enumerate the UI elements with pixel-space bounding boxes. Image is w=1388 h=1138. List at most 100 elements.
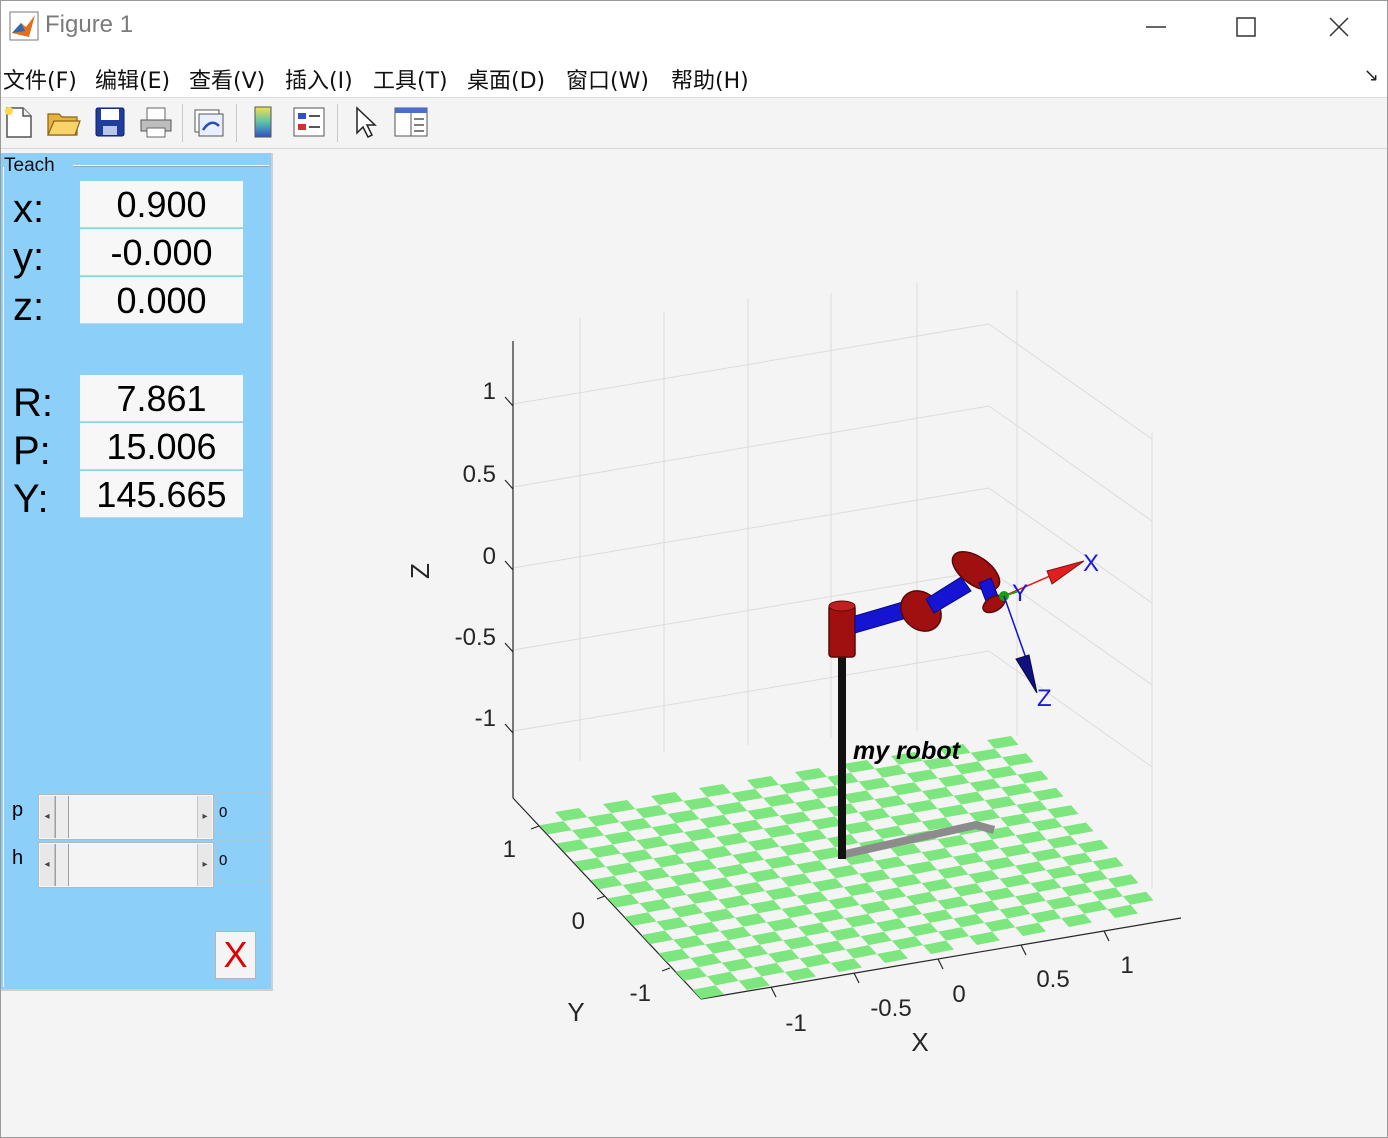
- floor-tile: [556, 839, 589, 853]
- floor-tile: [874, 856, 906, 870]
- save-icon[interactable]: [92, 104, 128, 140]
- floor-tile: [969, 778, 1001, 792]
- floor-tile: [588, 844, 621, 858]
- floor-tile: [715, 801, 748, 815]
- menu-help[interactable]: 帮助(H): [671, 69, 749, 94]
- floor-tile: [1001, 783, 1033, 797]
- colorbar-icon[interactable]: [246, 104, 282, 140]
- property-inspector-icon[interactable]: [393, 104, 429, 140]
- floor-tile: [587, 813, 620, 827]
- toolbar-separator: [236, 104, 237, 142]
- floor-tile: [1000, 813, 1032, 827]
- menu-tools[interactable]: 工具(T): [373, 69, 448, 94]
- floor-tile: [922, 756, 955, 770]
- floor-tile: [874, 764, 907, 778]
- slider-h[interactable]: ◂ ▸: [38, 842, 214, 888]
- minimize-button[interactable]: [1111, 1, 1201, 53]
- print-icon[interactable]: [138, 104, 174, 140]
- floor-tile: [637, 867, 670, 881]
- frame-x-arrowhead: [1046, 560, 1085, 585]
- floor-tile: [768, 949, 800, 963]
- floor-tile: [875, 887, 907, 901]
- floor-tile: [922, 909, 954, 923]
- floor-tile: [969, 931, 1000, 945]
- floor-tile: [937, 835, 969, 848]
- floor-tile: [590, 875, 623, 890]
- menu-window[interactable]: 窗口(W): [566, 69, 649, 94]
- floor-tile: [954, 761, 986, 775]
- slider-p[interactable]: ◂ ▸: [38, 794, 214, 840]
- menu-desktop[interactable]: 桌面(D): [467, 69, 546, 94]
- roll-value: 7.861: [80, 375, 243, 422]
- pitch-value: 15.006: [80, 423, 243, 470]
- floor-tile: [1061, 852, 1093, 866]
- slider-thumb[interactable]: [55, 844, 69, 886]
- roll-label: R:: [13, 381, 53, 425]
- z-value: 0.000: [80, 277, 243, 324]
- floor-tile: [1061, 883, 1093, 897]
- floor-tile: [1077, 870, 1108, 884]
- slider-h-value[interactable]: 0: [216, 840, 269, 882]
- slider-p-label: p: [12, 799, 24, 821]
- floor-tile: [984, 887, 1015, 901]
- floor-tile: [796, 891, 829, 905]
- slider-left-arrow-icon[interactable]: ◂: [40, 844, 55, 886]
- teach-close-button[interactable]: X: [215, 931, 256, 979]
- frame-z-arrowhead: [1015, 654, 1038, 694]
- dock-arrow-icon[interactable]: ↘: [1363, 65, 1379, 86]
- legend-icon[interactable]: [291, 104, 327, 140]
- teach-panel: Teach x: 0.900 y: -0.000 z: 0.000 R: 7.8…: [1, 153, 273, 991]
- floor-tile: [639, 899, 672, 913]
- slider-thumb[interactable]: [55, 796, 69, 838]
- maximize-button[interactable]: [1201, 1, 1291, 53]
- y-tick-label: 0: [572, 908, 585, 935]
- floor-tile: [675, 967, 708, 981]
- floor-tile: [1030, 848, 1062, 862]
- link-icon[interactable]: [191, 104, 227, 140]
- close-window-button[interactable]: [1294, 1, 1384, 53]
- floor-tile: [641, 930, 674, 945]
- floor-tile: [747, 806, 780, 820]
- slider-left-arrow-icon[interactable]: ◂: [40, 796, 55, 838]
- slider-right-arrow-icon[interactable]: ▸: [197, 844, 212, 886]
- menu-edit[interactable]: 编辑(E): [95, 69, 171, 94]
- floor-tile: [636, 836, 669, 850]
- open-icon[interactable]: [45, 104, 81, 140]
- menu-insert[interactable]: 插入(I): [285, 69, 353, 94]
- floor-tile: [1107, 904, 1138, 918]
- x-tick-label: 0.5: [1036, 966, 1069, 993]
- new-figure-icon[interactable]: [1, 104, 37, 140]
- robot-name-label: my robot: [853, 737, 962, 765]
- floor-tile: [968, 900, 1000, 914]
- floor-tile: [685, 859, 717, 873]
- floor-tile: [764, 855, 796, 869]
- floor-tile: [753, 962, 785, 977]
- slider-right-arrow-icon[interactable]: ▸: [197, 796, 212, 838]
- floor-tile: [738, 976, 770, 990]
- floor-tile: [1015, 861, 1047, 875]
- floor-tile: [874, 825, 906, 839]
- pointer-icon[interactable]: [347, 104, 383, 140]
- slider-p-value[interactable]: 0: [216, 792, 269, 834]
- floor-tile: [622, 880, 655, 895]
- floor-tile: [874, 795, 906, 809]
- floor-tile: [938, 774, 970, 787]
- menu-view[interactable]: 查看(V): [189, 69, 266, 94]
- floor-tile: [968, 839, 1000, 853]
- floor-tile: [985, 766, 1018, 779]
- floor-tile: [716, 832, 748, 846]
- floor-tile: [686, 890, 719, 904]
- floor-tile: [939, 744, 971, 757]
- floor-tile: [1017, 770, 1049, 784]
- floor-tile: [843, 760, 875, 773]
- x-label: x:: [13, 187, 45, 231]
- floor-tile: [718, 895, 750, 909]
- title-bar: Figure 1: [1, 1, 1387, 53]
- menu-file[interactable]: 文件(F): [3, 69, 77, 94]
- floor-tile: [779, 780, 811, 794]
- floor-tile: [937, 865, 969, 879]
- floor-tile: [688, 922, 720, 936]
- floor-tile: [604, 831, 637, 845]
- robot-shadow: [840, 821, 996, 859]
